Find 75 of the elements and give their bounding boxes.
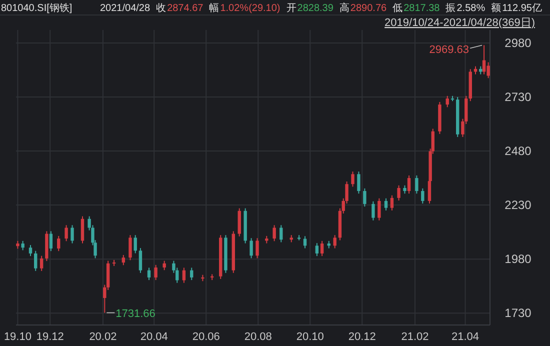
x-tick-label: 20.10: [296, 331, 324, 343]
candlestick: [128, 234, 132, 261]
candlestick: [351, 171, 354, 188]
candlestick: [28, 244, 32, 257]
candlestick: [407, 174, 411, 194]
annotation: 1731.66: [116, 308, 156, 320]
candlestick: [162, 260, 166, 271]
candlestick: [134, 234, 137, 254]
candlestick: [238, 208, 241, 237]
candlestick: [333, 234, 336, 249]
text: 2021/04/28: [100, 3, 150, 14]
chart-subtitle: 2019/10/24-2021/04/28(369日): [384, 17, 535, 29]
x-tick-label: 19.12: [36, 331, 64, 343]
y-tick-label: 1980: [504, 252, 532, 266]
text: 1.02%(29.10): [220, 3, 280, 14]
chart-title: 801040.SI[钢铁]: [1, 2, 72, 14]
candlestick: [190, 267, 194, 281]
text: 112.95亿: [502, 3, 542, 14]
candlestick: [80, 216, 84, 244]
candlestick: [122, 254, 126, 266]
candlestick: [138, 248, 142, 274]
text: 收: [156, 3, 166, 14]
text: 2817.38: [404, 3, 440, 14]
candlestick: [256, 238, 259, 259]
candlestick: [486, 62, 490, 79]
x-tick-label: 20.12: [348, 331, 376, 343]
x-tick-label: 20.02: [89, 331, 117, 343]
candlestick: [482, 44, 486, 75]
x-tick-label: 19.10: [4, 331, 32, 343]
candlestick: [397, 184, 400, 202]
text: 低: [392, 3, 403, 14]
x-tick-label: 21.02: [401, 331, 429, 343]
x-tick-label: 21.04: [452, 331, 480, 343]
candlestick: [147, 267, 151, 281]
y-tick-label: 1730: [504, 306, 532, 320]
text: 幅: [209, 2, 220, 14]
candlestick: [415, 174, 418, 194]
candlestick: [70, 224, 74, 244]
x-tick-label: 20.04: [140, 331, 168, 343]
candlestick: [272, 224, 276, 242]
candlestick: [64, 224, 68, 242]
text: 开: [286, 3, 296, 14]
candlestick: [182, 267, 186, 284]
candlestick: [378, 198, 381, 221]
text: 额: [491, 2, 502, 14]
x-tick-label: 20.08: [244, 331, 272, 343]
text: 振: [446, 2, 456, 14]
candlestick: [154, 264, 158, 281]
text: 2874.67: [167, 3, 204, 14]
candlestick: [315, 242, 319, 257]
candlestick: [390, 194, 394, 211]
candlestick: [40, 255, 44, 272]
candlestick: [357, 171, 360, 194]
candlestick: [446, 95, 449, 108]
candlestick: [57, 235, 60, 252]
candlestick: [21, 240, 24, 251]
text: 高: [339, 2, 350, 14]
candlestick: [372, 200, 375, 221]
y-tick-label: 2730: [504, 90, 532, 104]
candlestick: [49, 230, 53, 252]
text: 2.58%: [456, 3, 486, 14]
y-tick-label: 2230: [504, 198, 532, 212]
candlestick: [280, 224, 283, 243]
text: 2828.39: [297, 3, 334, 14]
candlestick: [34, 250, 38, 272]
candlestick: [384, 198, 388, 211]
x-tick-label: 20.06: [192, 331, 220, 343]
candlestick: [421, 188, 424, 204]
y-tick-label: 2480: [504, 144, 532, 158]
candlestick: [320, 240, 324, 257]
text: 2890.76: [350, 3, 388, 14]
candlestick: [363, 188, 366, 208]
annotation: 2969.63: [429, 44, 470, 56]
y-tick-label: 2980: [504, 36, 532, 50]
candlestick: [250, 238, 253, 259]
